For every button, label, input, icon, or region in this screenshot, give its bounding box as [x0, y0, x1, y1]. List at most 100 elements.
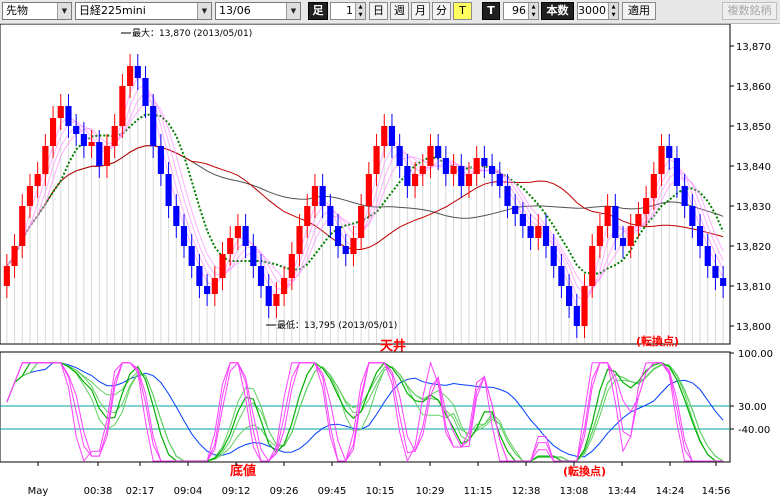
- candle-body: [350, 238, 357, 254]
- price-tick-label: 13,860: [736, 82, 771, 93]
- price-tick-label: 13,800: [736, 322, 771, 333]
- oscillator-axis: 100.00 30.00 -40.00: [730, 349, 773, 436]
- spin-up-icon[interactable]: ▲: [528, 3, 538, 11]
- candle-body: [435, 146, 442, 158]
- candle-body: [180, 226, 188, 246]
- ma-ribbon-line: [6, 100, 724, 287]
- candle-body: [65, 106, 72, 126]
- candle-body: [589, 246, 596, 286]
- time-tick-label: May: [28, 486, 49, 497]
- spin-down-icon[interactable]: ▼: [355, 11, 365, 19]
- interval-tick-button[interactable]: T: [453, 2, 472, 20]
- candle-body: [558, 266, 565, 286]
- price-tick-label: 13,840: [736, 162, 771, 173]
- candle-body: [404, 166, 411, 186]
- ma-mid-line: [6, 145, 724, 267]
- candle-body: [411, 174, 419, 186]
- time-tick-label: 13:44: [608, 486, 637, 497]
- chevron-down-icon: ▼: [286, 3, 300, 19]
- candle-body: [288, 254, 295, 278]
- candle-body: [643, 198, 650, 214]
- osc-tick-label: -40.00: [738, 425, 770, 436]
- price-tick-label: 13,870: [736, 42, 771, 53]
- turn-point-bottom-label: (転換点): [563, 464, 606, 478]
- candle-body: [142, 78, 149, 106]
- index-value: 日経225mini: [79, 4, 146, 17]
- time-axis: May 00:38 02:17 09:04 09:12 09:26 09:45 10:15 10…: [28, 462, 730, 497]
- oscillator-frame: [0, 351, 731, 463]
- candle-body: [512, 206, 519, 214]
- time-tick-label: 11:15: [464, 486, 493, 497]
- candle-body: [619, 238, 627, 246]
- contract-month-select[interactable]: 13/06 ▼: [215, 2, 301, 20]
- price-axis: 13,870 13,860 13,850 13,840 13,830 13,820 13,8…: [730, 42, 771, 333]
- interval-month-button[interactable]: 月: [411, 2, 430, 20]
- time-tick-label: 13:08: [560, 486, 589, 497]
- candle-body: [49, 118, 57, 146]
- time-tick-label: 02:17: [126, 486, 155, 497]
- interval-day-button[interactable]: 日: [369, 2, 388, 20]
- count-stepper[interactable]: 96 ▲ ▼: [503, 2, 539, 20]
- top-label: 天井: [380, 338, 406, 354]
- count-value: 96: [512, 4, 526, 17]
- candle-body: [496, 174, 503, 186]
- contract-month-value: 13/06: [219, 4, 251, 17]
- tick-t-button[interactable]: T: [482, 2, 500, 20]
- multi-symbol-button[interactable]: 複数銘柄: [722, 2, 777, 20]
- candle-body: [396, 146, 403, 166]
- candle-body: [34, 174, 41, 186]
- apply-button[interactable]: 適用: [622, 2, 656, 20]
- bars-stepper[interactable]: 3000 ▲ ▼: [577, 2, 619, 20]
- candle-body: [658, 146, 665, 174]
- time-tick-label: 12:38: [512, 486, 541, 497]
- osc-tick-label: 100.00: [738, 349, 773, 360]
- instrument-type-value: 先物: [6, 4, 28, 17]
- toolbar: 先物 ▼ 日経225mini ▼ 13/06 ▼ 足 1 ▲ ▼ 日 週 月 分…: [0, 0, 780, 24]
- candle-body: [311, 186, 319, 206]
- candle-body: [604, 206, 611, 226]
- candle-body: [204, 286, 211, 294]
- candle-body: [157, 146, 164, 174]
- spin-up-icon[interactable]: ▲: [355, 3, 365, 11]
- candle-body: [42, 146, 49, 174]
- candle-body: [650, 174, 657, 198]
- instrument-type-select[interactable]: 先物 ▼: [2, 2, 72, 20]
- price-tick-label: 13,830: [736, 202, 771, 213]
- ashi-stepper[interactable]: 1 ▲ ▼: [330, 2, 366, 20]
- candle-body: [550, 246, 557, 266]
- candle-body: [96, 142, 103, 166]
- candle-body: [635, 214, 642, 226]
- time-tick-label: 14:24: [656, 486, 685, 497]
- interval-minute-button[interactable]: 分: [432, 2, 451, 20]
- candle-body: [250, 246, 257, 266]
- time-tick-label: 10:29: [416, 486, 445, 497]
- index-select[interactable]: 日経225mini ▼: [75, 2, 212, 20]
- candle-body: [227, 238, 234, 254]
- candle-body: [273, 294, 280, 306]
- candle-body: [519, 214, 526, 226]
- candle-body: [257, 266, 265, 286]
- spin-down-icon[interactable]: ▼: [528, 11, 538, 19]
- candle-body: [373, 146, 380, 174]
- bottom-label: 底値: [230, 463, 256, 479]
- candle-body: [581, 286, 588, 326]
- time-tick-label: 09:26: [270, 486, 299, 497]
- ashi-label: 足: [308, 2, 328, 20]
- candle-body: [535, 226, 542, 238]
- candle-body: [196, 266, 203, 286]
- candle-body: [234, 226, 241, 238]
- price-chart[interactable]: 13,870 13,860 13,850 13,840 13,830 13,820 13,8…: [0, 24, 780, 500]
- candle-body: [527, 226, 534, 238]
- candle-body: [334, 226, 342, 246]
- candles: [3, 54, 727, 338]
- candle-body: [465, 174, 473, 186]
- candle-body: [281, 278, 288, 294]
- interval-week-button[interactable]: 週: [390, 2, 409, 20]
- candle-body: [666, 146, 673, 158]
- spin-up-icon[interactable]: ▲: [608, 3, 618, 11]
- spin-down-icon[interactable]: ▼: [608, 11, 618, 19]
- candle-body: [19, 206, 26, 246]
- candle-body: [612, 206, 619, 238]
- ashi-value: 1: [346, 4, 353, 17]
- candle-body: [696, 226, 704, 246]
